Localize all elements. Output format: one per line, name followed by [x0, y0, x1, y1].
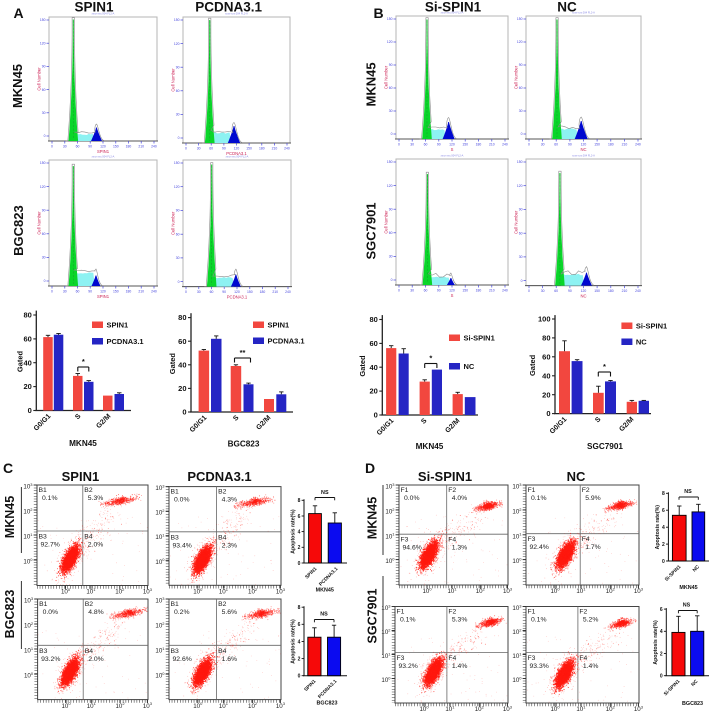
- svg-text:B4: B4: [84, 534, 93, 541]
- svg-text:F4: F4: [579, 655, 587, 662]
- svg-text:B3: B3: [39, 534, 48, 541]
- svg-text:F3: F3: [397, 655, 405, 662]
- svg-text:B2: B2: [84, 487, 93, 494]
- svg-text:F2: F2: [448, 609, 456, 616]
- svg-text:B4: B4: [85, 648, 94, 655]
- svg-text:B3: B3: [171, 648, 180, 655]
- svg-text:0.1%: 0.1%: [400, 617, 416, 624]
- svg-text:F1: F1: [397, 609, 405, 616]
- svg-text:1.3%: 1.3%: [452, 545, 468, 552]
- svg-text:1.7%: 1.7%: [585, 544, 601, 551]
- svg-text:94.6%: 94.6%: [403, 545, 422, 552]
- svg-text:93.3%: 93.3%: [530, 663, 549, 670]
- svg-text:0.1%: 0.1%: [531, 617, 547, 624]
- svg-text:93.2%: 93.2%: [41, 656, 60, 663]
- svg-text:F2: F2: [582, 487, 590, 494]
- svg-text:F4: F4: [582, 536, 590, 543]
- svg-text:0.2%: 0.2%: [174, 609, 190, 616]
- svg-text:93.2%: 93.2%: [399, 663, 418, 670]
- svg-text:F3: F3: [528, 655, 536, 662]
- svg-text:F1: F1: [401, 487, 409, 494]
- svg-text:5.9%: 5.9%: [585, 495, 601, 502]
- svg-text:B4: B4: [218, 648, 227, 655]
- svg-text:B1: B1: [171, 601, 180, 608]
- svg-text:F3: F3: [528, 536, 536, 543]
- svg-text:0.0%: 0.0%: [43, 609, 59, 616]
- svg-text:B1: B1: [171, 489, 180, 496]
- svg-text:F4: F4: [448, 655, 456, 662]
- svg-text:0.0%: 0.0%: [174, 497, 190, 504]
- svg-text:B2: B2: [218, 601, 227, 608]
- svg-text:0.1%: 0.1%: [42, 495, 58, 502]
- svg-text:1.4%: 1.4%: [583, 663, 599, 670]
- svg-text:2.0%: 2.0%: [88, 656, 104, 663]
- svg-text:0.0%: 0.0%: [404, 495, 420, 502]
- svg-text:B1: B1: [39, 601, 48, 608]
- svg-text:4.8%: 4.8%: [88, 609, 104, 616]
- svg-text:B1: B1: [39, 487, 48, 494]
- svg-text:F1: F1: [528, 609, 536, 616]
- svg-text:1.4%: 1.4%: [452, 663, 468, 670]
- svg-text:5.6%: 5.6%: [222, 609, 238, 616]
- svg-text:B3: B3: [171, 534, 180, 541]
- svg-text:4.3%: 4.3%: [222, 497, 238, 504]
- svg-text:92.4%: 92.4%: [530, 544, 549, 551]
- svg-text:5.3%: 5.3%: [88, 495, 104, 502]
- svg-text:92.7%: 92.7%: [41, 542, 60, 549]
- svg-text:F1: F1: [528, 487, 536, 494]
- svg-text:F3: F3: [401, 537, 409, 544]
- svg-text:0.1%: 0.1%: [531, 495, 547, 502]
- svg-text:F2: F2: [579, 609, 587, 616]
- svg-text:2.0%: 2.0%: [88, 542, 104, 549]
- svg-text:B4: B4: [218, 534, 227, 541]
- svg-text:1.6%: 1.6%: [222, 656, 238, 663]
- svg-text:5.2%: 5.2%: [583, 617, 599, 624]
- svg-text:92.6%: 92.6%: [173, 656, 192, 663]
- svg-text:5.3%: 5.3%: [452, 617, 468, 624]
- svg-text:B2: B2: [85, 601, 94, 608]
- svg-text:2.3%: 2.3%: [222, 542, 238, 549]
- svg-text:4.0%: 4.0%: [452, 495, 468, 502]
- svg-text:F4: F4: [448, 537, 456, 544]
- svg-text:B2: B2: [218, 489, 227, 496]
- svg-text:B3: B3: [39, 648, 48, 655]
- svg-text:F2: F2: [448, 487, 456, 494]
- svg-text:93.4%: 93.4%: [173, 542, 192, 549]
